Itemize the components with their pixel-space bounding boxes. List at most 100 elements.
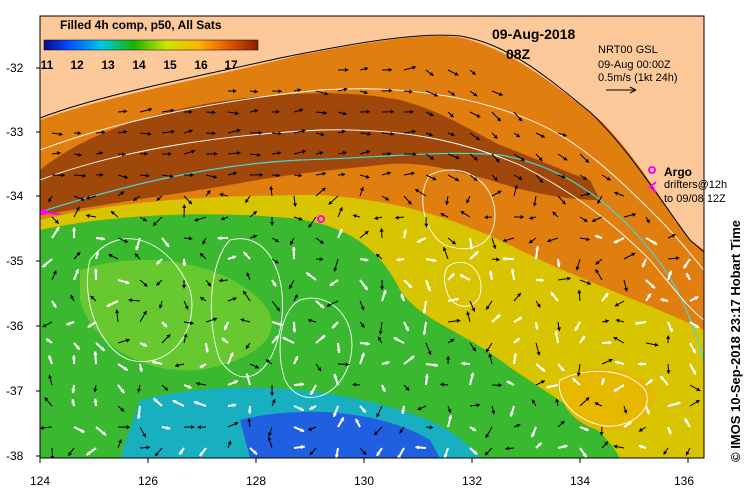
current-vector-head — [247, 410, 252, 414]
current-vector-head — [344, 67, 349, 72]
current-vector-head — [194, 401, 198, 405]
current-vector-head — [102, 431, 106, 436]
current-source-label: NRT00 GSL — [598, 44, 658, 56]
current-vector-head — [40, 425, 44, 430]
current-vector-head — [631, 252, 636, 257]
current-vector-head — [585, 158, 589, 163]
current-vector-head — [342, 151, 347, 155]
current-vector-head — [229, 352, 234, 357]
current-vector-head — [232, 297, 237, 301]
current-vector-head — [650, 284, 655, 289]
current-vector-head — [163, 323, 167, 327]
current-vector-head — [319, 151, 324, 155]
current-vector-head — [412, 65, 416, 70]
current-vector-head — [355, 418, 360, 423]
current-vector-head — [71, 355, 76, 359]
current-vector-head — [595, 269, 600, 274]
current-vector-head — [71, 399, 76, 403]
current-vector-head — [470, 372, 475, 377]
current-vector-head — [667, 430, 672, 435]
current-vector-head — [638, 444, 643, 449]
current-vector-head — [595, 234, 600, 239]
current-vector-head — [660, 298, 665, 303]
current-vector-head — [502, 256, 506, 261]
y-tick-label: -32 — [6, 61, 24, 75]
current-vector-head — [506, 381, 511, 385]
current-vector-head — [93, 351, 98, 356]
current-vector-head — [366, 109, 370, 114]
current-vector-head — [608, 358, 613, 363]
current-vector-head — [496, 117, 501, 122]
current-vector-head — [258, 130, 263, 135]
current-vector-head — [106, 303, 111, 307]
current-vector-head — [666, 335, 671, 339]
current-vector-head — [518, 176, 523, 180]
current-vector-head — [221, 216, 225, 221]
current-vector-head — [153, 398, 158, 403]
current-vector-head — [99, 172, 104, 177]
current-vector-head — [142, 217, 147, 222]
current-vector-head — [486, 348, 490, 353]
current-vector-head — [274, 259, 279, 264]
current-vector-head — [322, 171, 326, 176]
current-vector-head — [189, 109, 193, 114]
current-vector-head — [556, 263, 561, 267]
current-vector-head — [516, 423, 521, 428]
current-vector-head — [510, 268, 515, 273]
current-vector-head — [653, 240, 658, 245]
current-vector-head — [319, 304, 324, 308]
current-vector-head — [492, 245, 497, 249]
current-vector-head — [400, 293, 405, 298]
current-vector-head — [279, 322, 284, 327]
current-vector-head — [605, 319, 609, 324]
current-vector-head — [546, 384, 551, 389]
current-vector-head — [333, 267, 338, 272]
current-vector-head — [245, 373, 250, 378]
current-vector-head — [86, 213, 90, 218]
current-vector-head — [514, 185, 518, 189]
current-vector-head — [623, 409, 628, 414]
current-vector-head — [669, 328, 673, 332]
x-tick-label: 130 — [353, 474, 375, 488]
colorbar-tick: 13 — [101, 58, 115, 72]
current-vector-head — [118, 439, 122, 444]
current-vector-head — [188, 200, 192, 205]
y-tick-label: -37 — [6, 384, 24, 398]
current-vector-head — [52, 270, 57, 275]
drifter-track — [40, 211, 61, 215]
current-vector-head — [417, 238, 422, 243]
current-vector-head — [199, 452, 204, 456]
current-vector-head — [82, 173, 86, 178]
current-vector-head — [93, 268, 98, 273]
current-vector-head — [115, 309, 120, 314]
current-vector-head — [55, 227, 60, 232]
current-vector-head — [175, 363, 179, 368]
current-vector-head — [123, 366, 128, 371]
current-vector-head — [587, 281, 591, 285]
current-vector-head — [233, 380, 238, 385]
current-vector-head — [624, 287, 628, 292]
current-vector-head — [333, 412, 337, 417]
current-vector-head — [48, 198, 52, 203]
current-vector-head — [307, 318, 312, 323]
current-vector-head — [309, 405, 314, 410]
current-vector-head — [213, 317, 217, 322]
current-vector-head — [695, 324, 700, 328]
current-vector-head — [278, 89, 282, 94]
current-vector-head — [491, 410, 496, 415]
current-vector-head — [101, 130, 106, 135]
current-vector-head — [300, 428, 305, 432]
current-vector-head — [93, 388, 98, 392]
current-vector-head — [156, 281, 161, 286]
current-vector-head — [227, 440, 232, 445]
current-vector-head — [86, 451, 91, 456]
current-vector-head — [385, 361, 390, 365]
current-vector-head — [538, 157, 543, 161]
current-vector-head — [365, 174, 370, 179]
current-vector-head — [427, 350, 432, 355]
current-vector-head — [204, 348, 209, 353]
current-vector-head — [245, 344, 250, 349]
current-vector-head — [124, 238, 128, 243]
current-vector-head — [236, 128, 241, 133]
current-vector-head — [692, 370, 696, 375]
